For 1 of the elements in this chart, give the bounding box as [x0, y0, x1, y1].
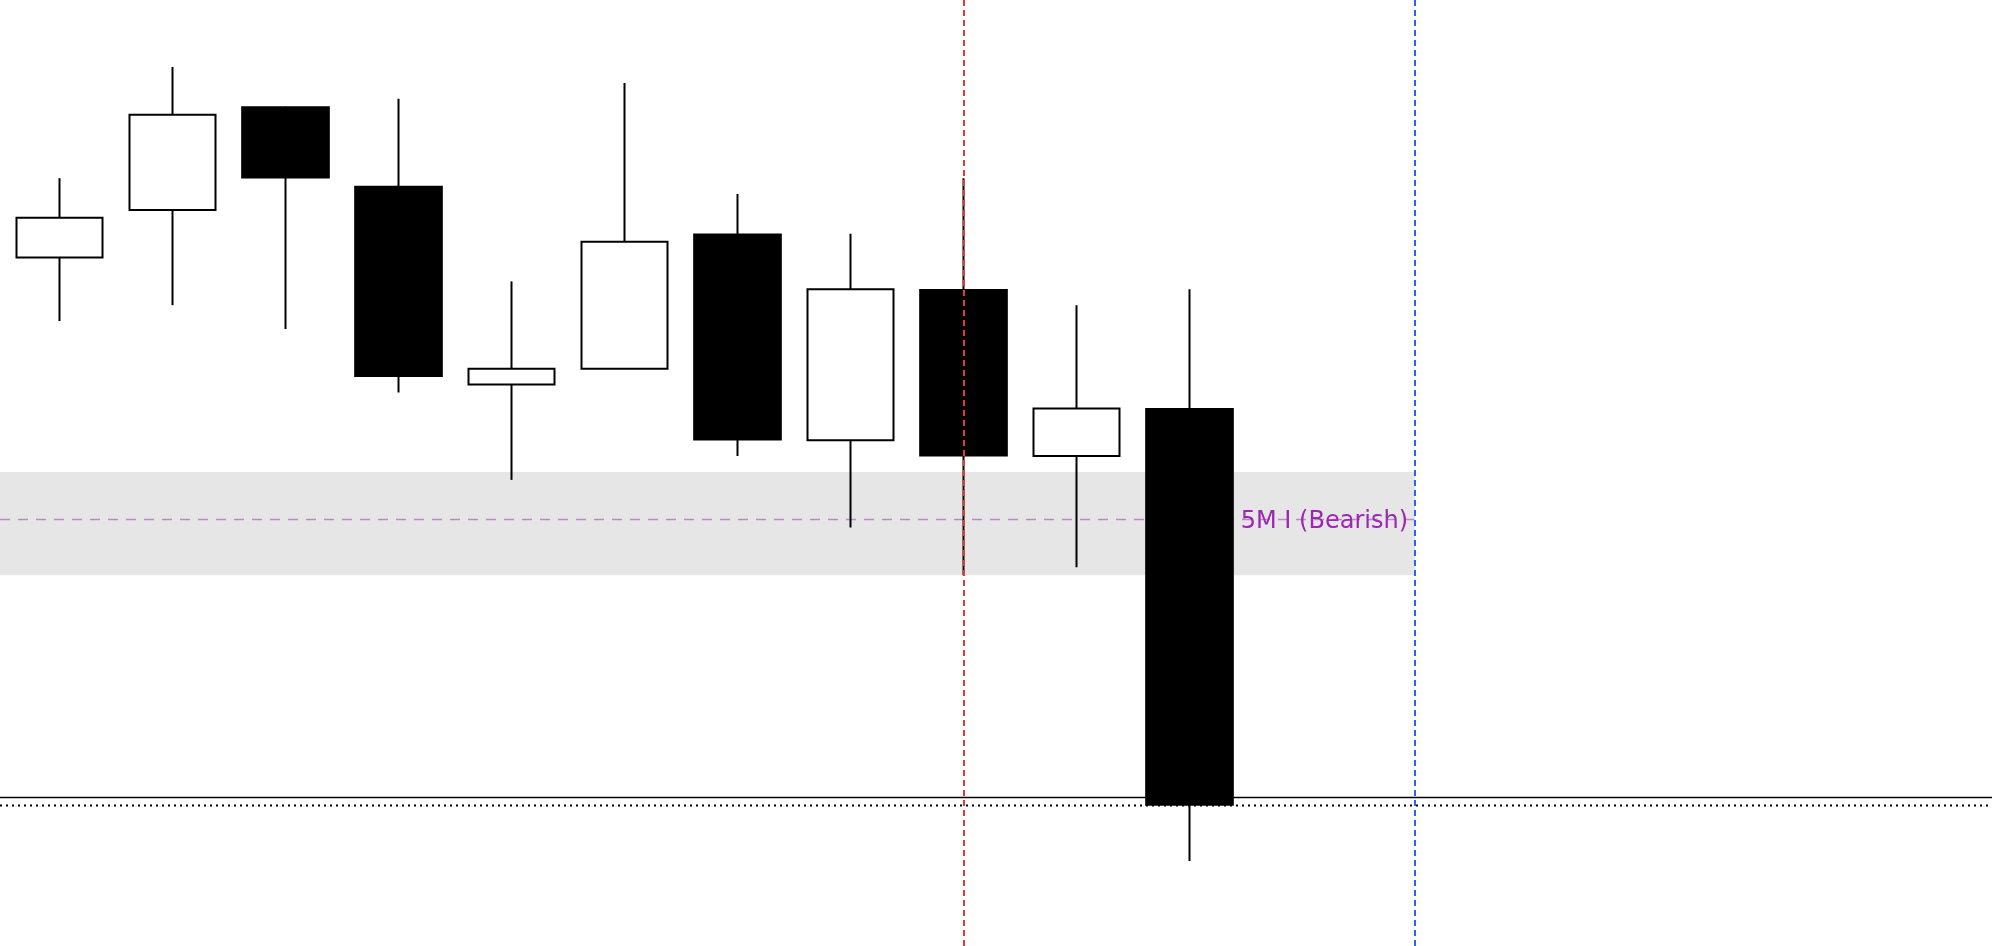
ref-line-label: 5M I (Bearish)	[1240, 505, 1408, 534]
